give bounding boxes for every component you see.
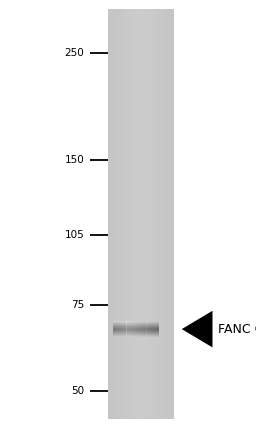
- Bar: [172, 9, 173, 419]
- Bar: [140, 9, 141, 419]
- Bar: [121, 9, 122, 419]
- Bar: [149, 9, 150, 419]
- Bar: [130, 321, 131, 337]
- Bar: [108, 9, 109, 419]
- Bar: [159, 9, 161, 419]
- Bar: [142, 321, 143, 337]
- Bar: [147, 9, 149, 419]
- Bar: [156, 321, 157, 337]
- Bar: [140, 321, 142, 337]
- Text: 50: 50: [71, 385, 84, 395]
- Bar: [133, 9, 134, 419]
- Bar: [150, 9, 152, 419]
- Bar: [108, 9, 174, 419]
- Bar: [126, 321, 128, 337]
- Bar: [123, 9, 125, 419]
- Bar: [127, 9, 129, 419]
- Bar: [161, 9, 162, 419]
- Bar: [125, 321, 126, 337]
- Bar: [146, 321, 148, 337]
- Bar: [143, 321, 145, 337]
- Bar: [151, 321, 153, 337]
- Bar: [142, 9, 143, 419]
- Text: 150: 150: [65, 155, 84, 165]
- Bar: [154, 321, 156, 337]
- Bar: [117, 321, 119, 337]
- Bar: [130, 9, 132, 419]
- Bar: [126, 9, 127, 419]
- Bar: [129, 9, 130, 419]
- Text: FANC G: FANC G: [218, 323, 256, 336]
- Bar: [150, 321, 151, 337]
- Bar: [154, 9, 155, 419]
- Bar: [137, 9, 138, 419]
- Bar: [163, 9, 165, 419]
- Bar: [162, 9, 163, 419]
- Bar: [153, 321, 154, 337]
- Bar: [119, 321, 120, 337]
- Bar: [170, 9, 172, 419]
- Bar: [113, 9, 114, 419]
- Bar: [114, 321, 116, 337]
- Text: 250: 250: [65, 48, 84, 58]
- Bar: [122, 9, 123, 419]
- Bar: [173, 9, 174, 419]
- Bar: [169, 9, 170, 419]
- Bar: [158, 9, 159, 419]
- Bar: [137, 321, 139, 337]
- Bar: [136, 321, 137, 337]
- Bar: [141, 9, 142, 419]
- Bar: [115, 9, 117, 419]
- Bar: [134, 9, 135, 419]
- Bar: [135, 9, 137, 419]
- Bar: [167, 9, 169, 419]
- Bar: [138, 9, 140, 419]
- Bar: [112, 9, 113, 419]
- Bar: [133, 321, 134, 337]
- Bar: [145, 9, 146, 419]
- Bar: [139, 321, 140, 337]
- Bar: [153, 9, 154, 419]
- Bar: [148, 321, 150, 337]
- Polygon shape: [182, 311, 212, 347]
- Bar: [143, 9, 145, 419]
- Bar: [109, 9, 110, 419]
- Bar: [110, 9, 112, 419]
- Bar: [122, 321, 123, 337]
- Bar: [113, 321, 114, 337]
- Bar: [120, 321, 122, 337]
- Bar: [166, 9, 167, 419]
- Bar: [157, 9, 158, 419]
- Bar: [118, 9, 120, 419]
- Text: 75: 75: [71, 300, 84, 310]
- Bar: [117, 9, 118, 419]
- Bar: [131, 321, 133, 337]
- Bar: [145, 321, 146, 337]
- Bar: [165, 9, 166, 419]
- Bar: [155, 9, 157, 419]
- Text: 105: 105: [65, 230, 84, 240]
- Bar: [123, 321, 125, 337]
- Bar: [120, 9, 121, 419]
- Bar: [132, 9, 133, 419]
- Bar: [134, 321, 136, 337]
- Bar: [116, 321, 117, 337]
- Bar: [125, 9, 126, 419]
- Bar: [152, 9, 153, 419]
- Bar: [114, 9, 115, 419]
- Bar: [146, 9, 147, 419]
- Bar: [157, 321, 159, 337]
- Bar: [128, 321, 130, 337]
